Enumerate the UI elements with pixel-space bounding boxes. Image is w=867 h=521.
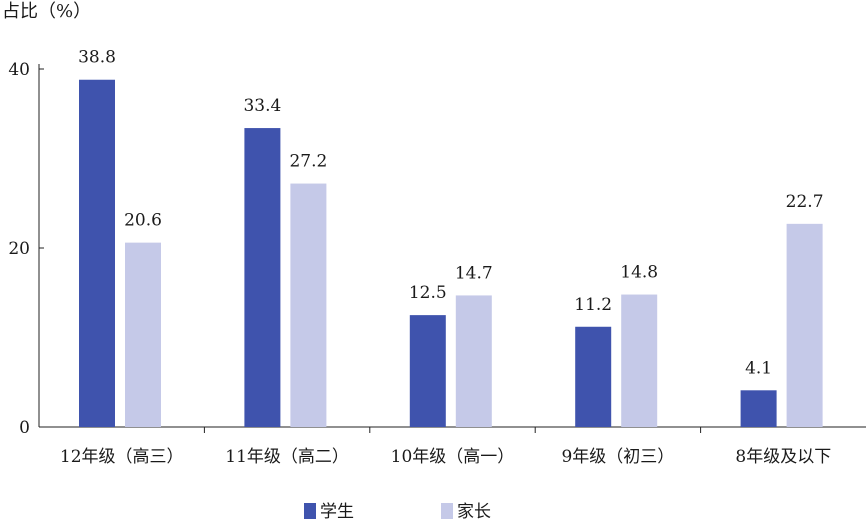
y-axis-label: 占比（%） — [2, 1, 91, 22]
data-label: 27.2 — [289, 152, 327, 172]
bars — [79, 79, 823, 428]
bar — [786, 223, 823, 427]
bar — [79, 79, 115, 428]
bar — [455, 295, 492, 427]
x-tick-label: 12年级（高三） — [60, 447, 184, 467]
bar — [409, 315, 446, 427]
legend: 学生 家长 — [304, 502, 491, 521]
x-tick-label: 8年级及以下 — [735, 447, 831, 467]
y-tick-label: 40 — [8, 60, 30, 80]
legend-swatch — [304, 503, 316, 519]
data-label: 20.6 — [124, 211, 162, 231]
data-label: 38.8 — [78, 48, 116, 68]
legend-label: 学生 — [320, 502, 354, 521]
bar — [621, 294, 658, 427]
x-tick-label: 9年级（初三） — [561, 447, 674, 467]
legend-label: 家长 — [457, 502, 491, 521]
data-label: 14.7 — [455, 263, 493, 283]
bar — [740, 390, 777, 427]
data-label: 33.4 — [243, 96, 281, 116]
data-label: 14.8 — [620, 263, 658, 283]
data-label: 12.5 — [409, 283, 447, 303]
y-tick-label: 20 — [8, 239, 30, 259]
data-label: 4.1 — [745, 358, 772, 378]
legend-swatch — [441, 503, 453, 519]
data-label: 11.2 — [574, 295, 612, 315]
axes: 0 20 40 12年级（高三） 11年级（高二） 10年级（高一） 9年级（初三） 8年级及… — [8, 60, 866, 467]
bar — [290, 183, 327, 427]
bar — [125, 242, 161, 427]
x-tick-label: 11年级（高二） — [225, 447, 349, 467]
y-tick-label: 0 — [19, 418, 30, 438]
bar — [244, 128, 281, 427]
x-tick-label: 10年级（高一） — [391, 447, 515, 467]
data-label: 22.7 — [786, 192, 824, 212]
data-labels: 38.8 33.4 12.5 11.2 4.1 20.6 27.2 14.7 14.8 22.7 — [78, 48, 823, 379]
bar — [575, 326, 612, 427]
